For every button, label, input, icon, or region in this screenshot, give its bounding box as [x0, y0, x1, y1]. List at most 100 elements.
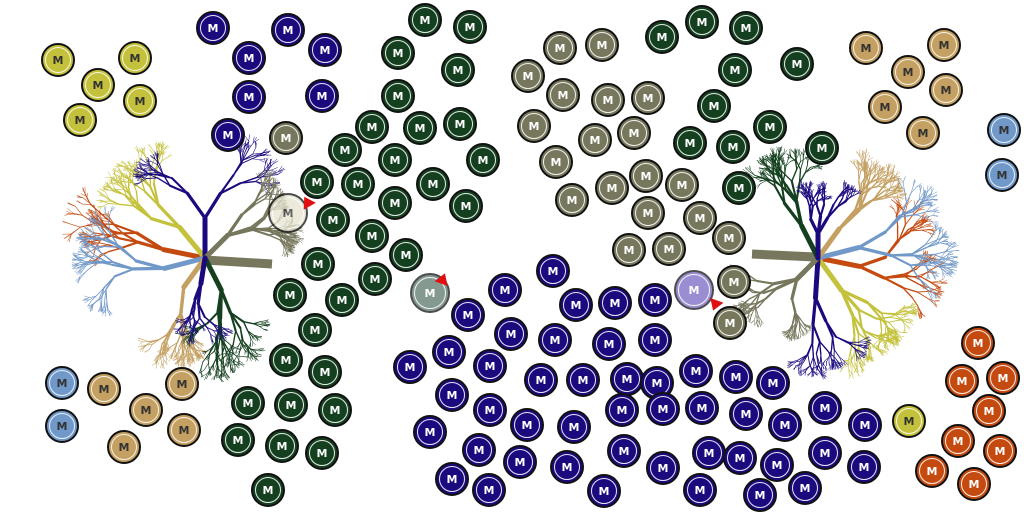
token-navy[interactable]: M	[683, 473, 717, 507]
token-navy[interactable]: M	[610, 362, 644, 396]
token-forest[interactable]: M	[408, 3, 442, 37]
token-forest[interactable]: M	[265, 429, 299, 463]
token-navy[interactable]: M	[788, 471, 822, 505]
token-forest[interactable]: M	[328, 133, 362, 167]
token-forest[interactable]: M	[443, 107, 477, 141]
token-olive[interactable]: M	[578, 123, 612, 157]
token-navy[interactable]: M	[538, 323, 572, 357]
token-lime[interactable]: M	[118, 41, 152, 75]
token-navy[interactable]: M	[488, 273, 522, 307]
token-forest[interactable]: M	[753, 110, 787, 144]
token-rust[interactable]: M	[941, 424, 975, 458]
token-sand[interactable]: M	[906, 116, 940, 150]
token-navy[interactable]: M	[451, 298, 485, 332]
token-forest[interactable]: M	[645, 20, 679, 54]
token-navy[interactable]: M	[692, 436, 726, 470]
token-olive[interactable]: M	[683, 201, 717, 235]
token-lime[interactable]: M	[123, 84, 157, 118]
token-sand[interactable]: M	[929, 73, 963, 107]
token-navy[interactable]: M	[719, 360, 753, 394]
token-forest[interactable]: M	[716, 130, 750, 164]
token-navy[interactable]: M	[646, 451, 680, 485]
token-olive[interactable]: M	[652, 232, 686, 266]
token-forest[interactable]: M	[355, 110, 389, 144]
token-navy[interactable]: M	[510, 408, 544, 442]
token-steel[interactable]: M	[985, 158, 1019, 192]
token-navy[interactable]: M	[723, 441, 757, 475]
token-olive[interactable]: M	[555, 183, 589, 217]
token-forest[interactable]: M	[697, 89, 731, 123]
token-rust[interactable]: M	[986, 361, 1020, 395]
token-sand[interactable]: M	[849, 31, 883, 65]
token-olive[interactable]: M	[517, 109, 551, 143]
token-navy[interactable]: M	[607, 434, 641, 468]
token-forest[interactable]: M	[325, 283, 359, 317]
token-navy[interactable]: M	[808, 436, 842, 470]
token-forest[interactable]: M	[305, 436, 339, 470]
token-navy[interactable]: M	[472, 473, 506, 507]
token-olive[interactable]: M	[712, 221, 746, 255]
token-navy[interactable]: M	[211, 118, 245, 152]
token-olive[interactable]: M	[629, 159, 663, 193]
token-sand[interactable]: M	[129, 393, 163, 427]
token-navy[interactable]: M	[638, 323, 672, 357]
token-olive[interactable]: M	[631, 81, 665, 115]
token-rust[interactable]: M	[972, 394, 1006, 428]
token-forest[interactable]: M	[453, 10, 487, 44]
token-olive[interactable]: M	[612, 233, 646, 267]
token-rust[interactable]: M	[945, 364, 979, 398]
token-forest[interactable]: M	[685, 5, 719, 39]
token-forest[interactable]: M	[673, 126, 707, 160]
token-forest[interactable]: M	[298, 313, 332, 347]
token-rust[interactable]: M	[957, 467, 991, 501]
token-forest[interactable]: M	[358, 262, 392, 296]
token-forest[interactable]: M	[381, 36, 415, 70]
token-navy[interactable]: M	[743, 478, 777, 512]
token-olive[interactable]: M	[539, 145, 573, 179]
token-forest[interactable]: M	[301, 247, 335, 281]
token-forest[interactable]: M	[308, 355, 342, 389]
token-sand[interactable]: M	[891, 55, 925, 89]
token-rust[interactable]: M	[983, 434, 1017, 468]
token-forest[interactable]: M	[273, 278, 307, 312]
token-navy[interactable]: M	[756, 366, 790, 400]
token-navy[interactable]: M	[646, 392, 680, 426]
token-navy[interactable]: M	[435, 462, 469, 496]
token-navy[interactable]: M	[503, 445, 537, 479]
token-forest[interactable]: M	[251, 473, 285, 507]
token-lime[interactable]: M	[892, 404, 926, 438]
token-navy[interactable]: M	[271, 13, 305, 47]
selected-token-sage[interactable]: M	[410, 273, 450, 313]
token-navy[interactable]: M	[598, 286, 632, 320]
token-navy[interactable]: M	[566, 363, 600, 397]
token-navy[interactable]: M	[196, 11, 230, 45]
token-olive[interactable]: M	[546, 78, 580, 112]
token-sand[interactable]: M	[107, 430, 141, 464]
token-olive[interactable]: M	[713, 306, 747, 340]
token-forest[interactable]: M	[805, 131, 839, 165]
token-navy[interactable]: M	[592, 327, 626, 361]
token-steel[interactable]: M	[45, 366, 79, 400]
token-navy[interactable]: M	[524, 363, 558, 397]
token-steel[interactable]: M	[987, 113, 1021, 147]
token-forest[interactable]: M	[416, 167, 450, 201]
token-forest[interactable]: M	[466, 143, 500, 177]
selected-token-violet[interactable]: M	[674, 270, 714, 310]
token-forest[interactable]: M	[441, 53, 475, 87]
token-olive[interactable]: M	[617, 116, 651, 150]
token-navy[interactable]: M	[559, 288, 593, 322]
token-forest[interactable]: M	[378, 143, 412, 177]
token-sand[interactable]: M	[167, 413, 201, 447]
token-forest[interactable]: M	[378, 186, 412, 220]
token-navy[interactable]: M	[473, 349, 507, 383]
token-forest[interactable]: M	[269, 343, 303, 377]
token-navy[interactable]: M	[393, 350, 427, 384]
token-lime[interactable]: M	[41, 43, 75, 77]
token-navy[interactable]: M	[550, 450, 584, 484]
token-forest[interactable]: M	[403, 111, 437, 145]
token-sand[interactable]: M	[868, 90, 902, 124]
token-forest[interactable]: M	[780, 47, 814, 81]
token-forest[interactable]: M	[231, 386, 265, 420]
token-navy[interactable]: M	[432, 335, 466, 369]
token-navy[interactable]: M	[605, 393, 639, 427]
